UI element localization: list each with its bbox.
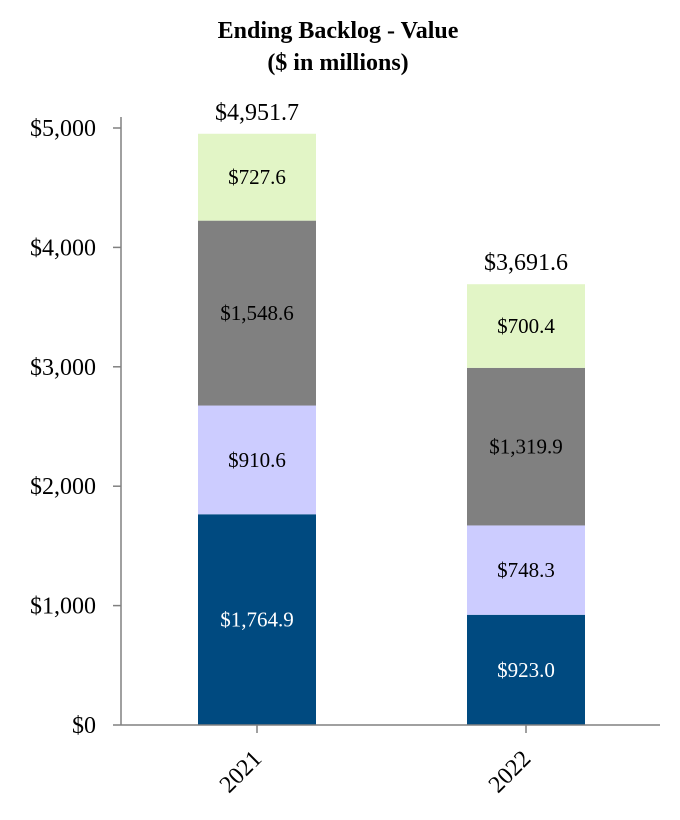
bar-segment [198, 514, 316, 725]
segment-value-label: $923.0 [497, 658, 555, 682]
segment-value-label: $1,319.9 [489, 435, 563, 459]
bar-segment [198, 220, 316, 406]
bar-segment [467, 525, 585, 615]
y-tick-label: $3,000 [30, 355, 96, 381]
bar-segment [198, 133, 316, 221]
y-tick-label: $1,000 [30, 594, 96, 620]
segment-value-label: $727.6 [228, 165, 286, 189]
x-tick-label-2022: 2022 [484, 746, 536, 798]
segment-value-label: $910.6 [228, 448, 286, 472]
bar-segment [467, 284, 585, 368]
segment-value-label: $700.4 [497, 314, 555, 338]
chart-title-line-1: Ending Backlog - Value [218, 18, 459, 44]
segment-value-label: $748.3 [497, 558, 555, 582]
segment-value-label: $1,548.6 [220, 301, 294, 325]
total-value-label: $4,951.7 [215, 100, 299, 126]
total-value-label: $3,691.6 [484, 250, 568, 276]
bar-segment [198, 405, 316, 515]
segment-value-label: $1,764.9 [220, 608, 294, 632]
bar-segment [467, 367, 585, 526]
y-tick-label: $4,000 [30, 235, 96, 261]
x-tick-label-2021: 2021 [215, 746, 267, 798]
chart-title-line-2: ($ in millions) [267, 50, 408, 76]
y-tick-label: $5,000 [30, 116, 96, 142]
y-tick-label: $0 [72, 713, 96, 739]
y-tick-label: $2,000 [30, 474, 96, 500]
bar-segment [467, 614, 585, 725]
